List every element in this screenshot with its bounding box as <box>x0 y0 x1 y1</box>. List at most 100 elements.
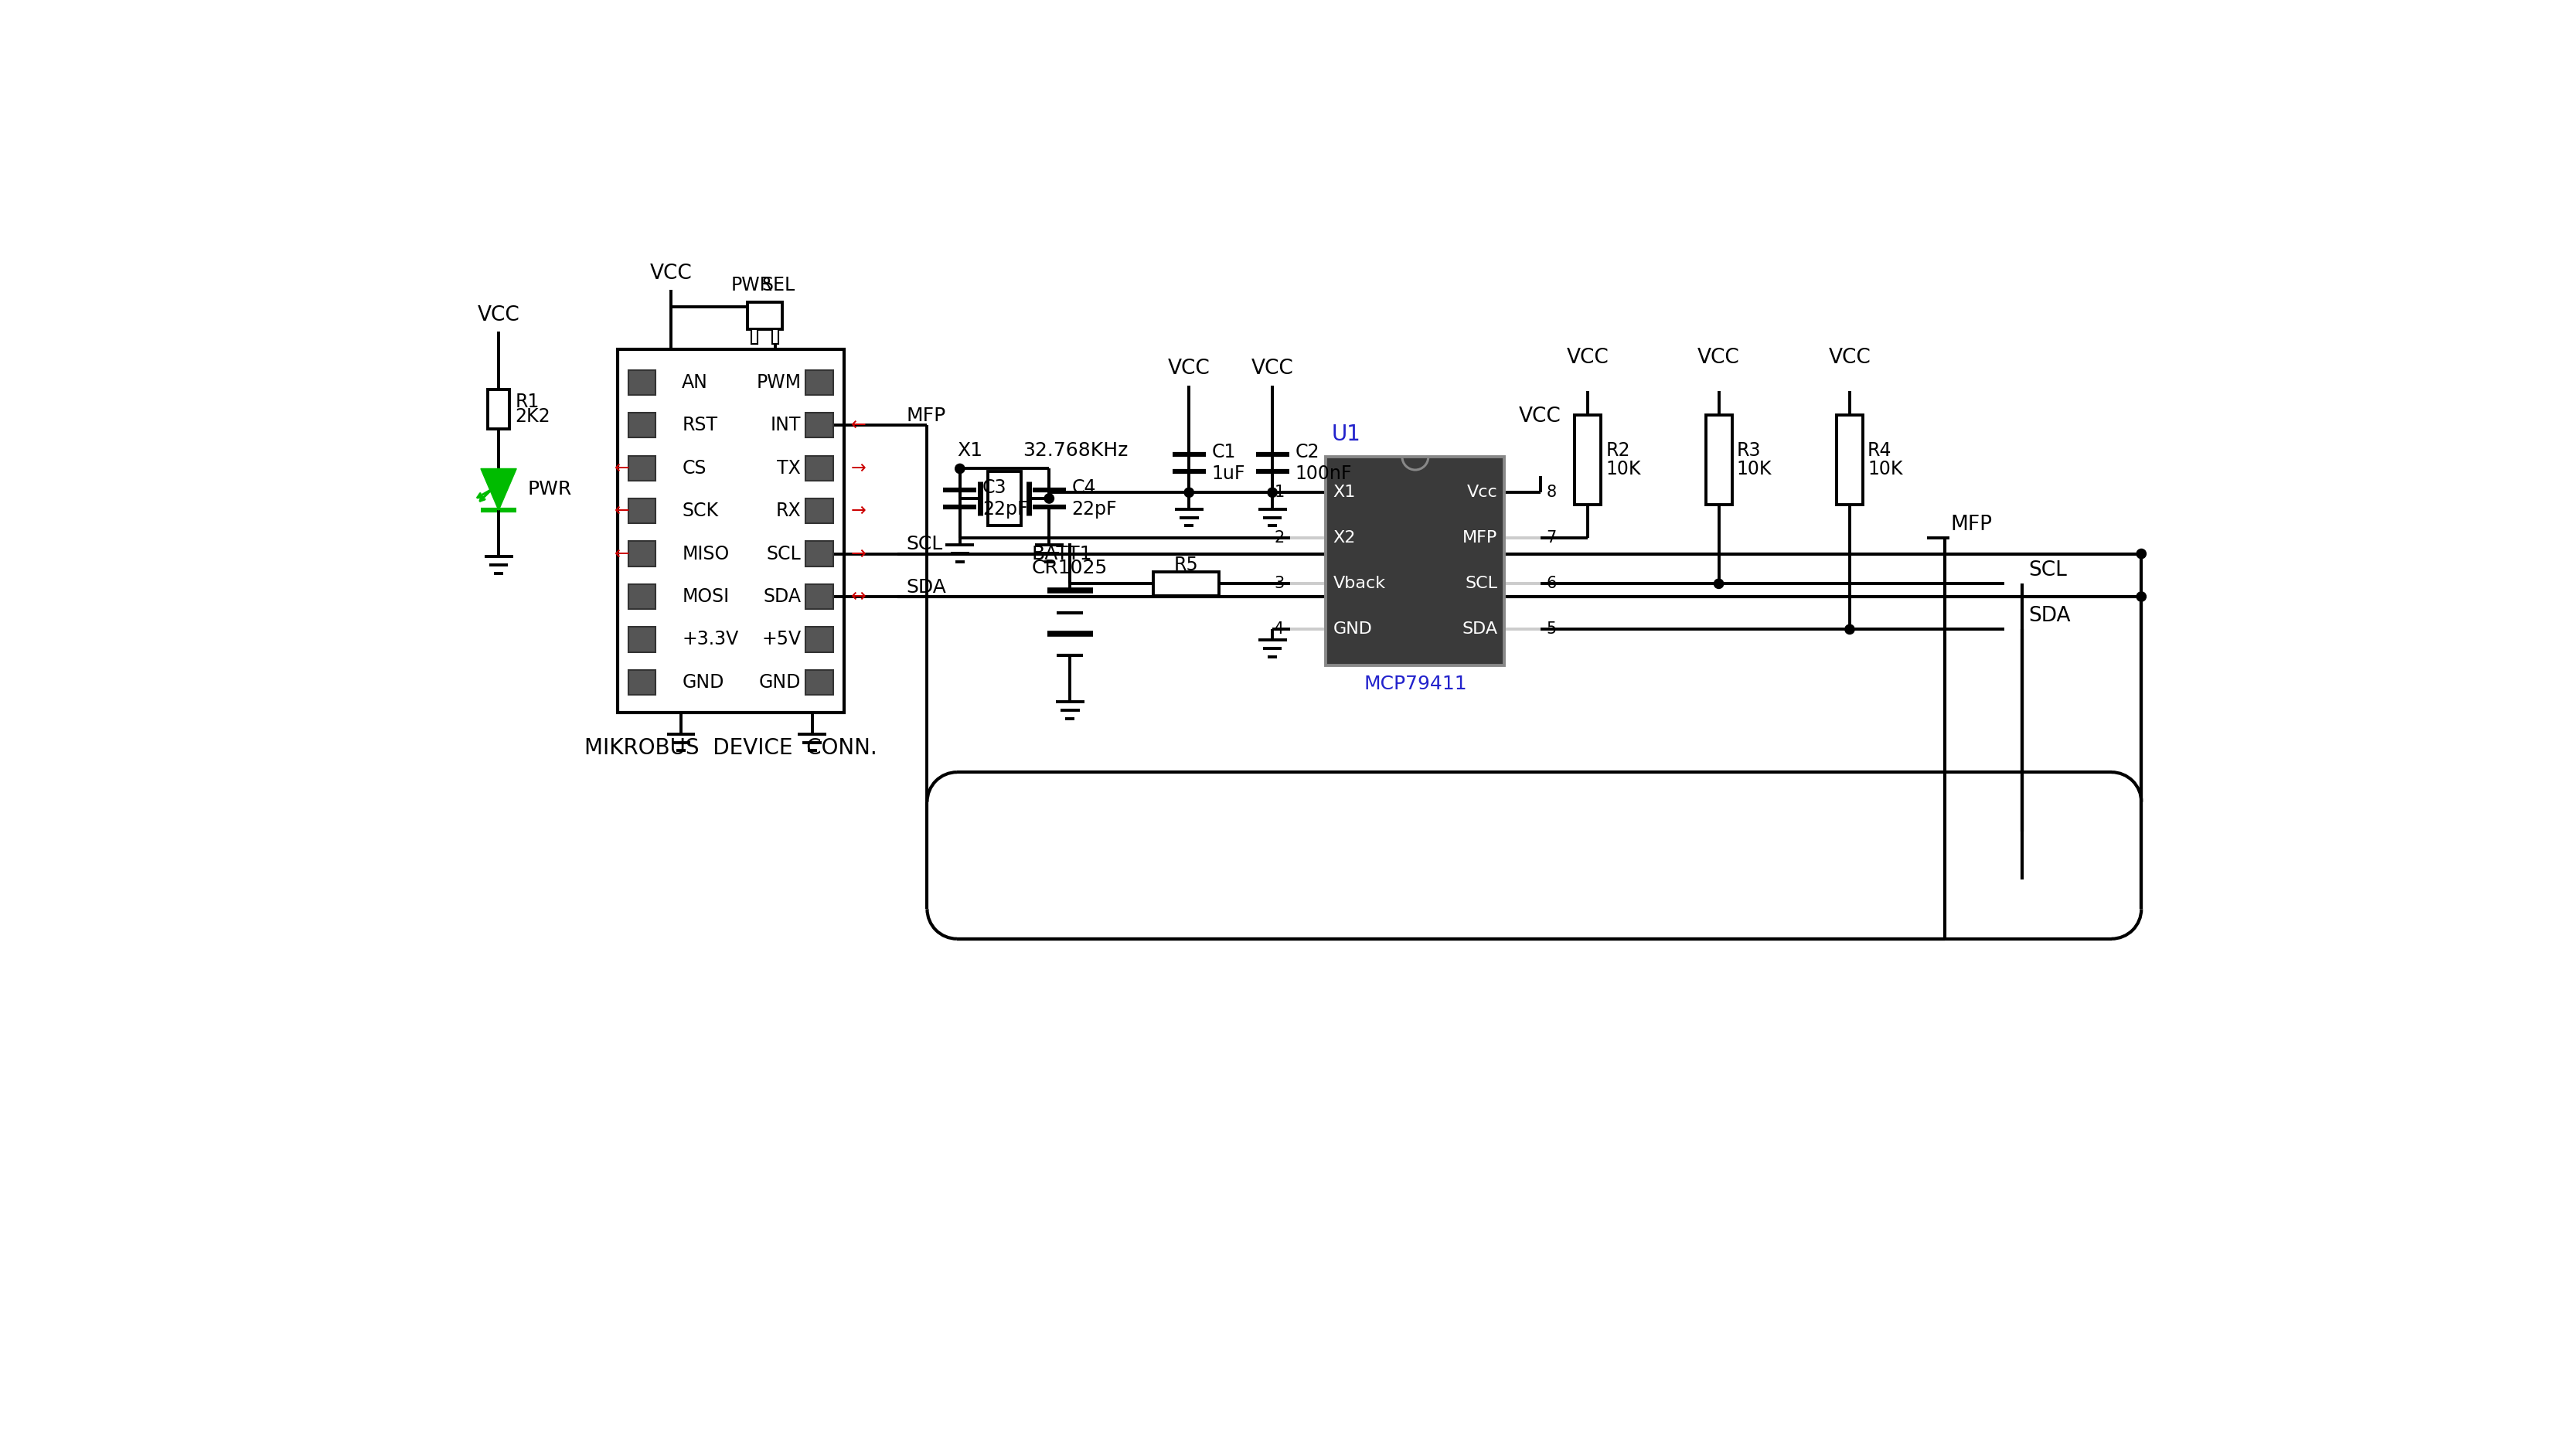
Bar <box>747 301 782 329</box>
Text: X1: X1 <box>956 441 982 460</box>
Circle shape <box>956 464 964 473</box>
Text: 5: 5 <box>1547 622 1557 638</box>
Bar <box>805 584 834 609</box>
Text: R1: R1 <box>517 393 540 412</box>
Bar <box>629 498 655 524</box>
Circle shape <box>1043 494 1053 504</box>
Text: SCL: SCL <box>1465 577 1498 591</box>
Bar <box>805 456 834 480</box>
Text: 32.768KHz: 32.768KHz <box>1023 441 1128 460</box>
Text: SCL: SCL <box>905 534 944 553</box>
Text: CS: CS <box>683 459 706 478</box>
Bar <box>987 472 1020 526</box>
Text: 10K: 10K <box>1606 460 1642 479</box>
Text: 10K: 10K <box>1736 460 1772 479</box>
Bar <box>805 412 834 438</box>
Text: VCC: VCC <box>1698 348 1739 368</box>
Polygon shape <box>481 469 517 511</box>
Bar <box>1836 415 1864 504</box>
Bar <box>1153 572 1220 596</box>
Text: ←: ← <box>614 545 629 563</box>
Text: 1uF: 1uF <box>1212 464 1245 483</box>
Text: X2: X2 <box>1332 530 1355 546</box>
Bar <box>629 370 655 395</box>
Text: PWM: PWM <box>757 373 800 392</box>
Text: R3: R3 <box>1736 441 1762 460</box>
Bar <box>805 542 834 566</box>
Circle shape <box>2138 593 2145 601</box>
Text: MFP: MFP <box>1463 530 1498 546</box>
Text: INT: INT <box>770 416 800 434</box>
Bar <box>488 390 509 430</box>
Text: PWR: PWR <box>527 480 570 499</box>
Text: SDA: SDA <box>1463 622 1498 638</box>
Text: GND: GND <box>1332 622 1373 638</box>
Text: AN: AN <box>683 373 708 392</box>
Bar <box>1575 415 1601 504</box>
Text: SCL: SCL <box>767 545 800 563</box>
Text: VCC: VCC <box>1567 348 1608 368</box>
Text: X1: X1 <box>1332 485 1355 501</box>
Text: 6: 6 <box>1547 577 1557 591</box>
Text: SDA: SDA <box>762 587 800 606</box>
Text: SCL: SCL <box>2028 561 2066 581</box>
Text: RST: RST <box>683 416 719 434</box>
Bar <box>629 542 655 566</box>
Circle shape <box>1846 625 1854 635</box>
Bar <box>629 584 655 609</box>
Circle shape <box>1713 579 1723 588</box>
Text: R4: R4 <box>1867 441 1892 460</box>
Text: RX: RX <box>775 502 800 520</box>
Text: 1: 1 <box>1273 485 1284 501</box>
Circle shape <box>1184 488 1194 498</box>
Text: VCC: VCC <box>1519 406 1562 427</box>
Text: 4: 4 <box>1273 622 1284 638</box>
Text: C3: C3 <box>982 479 1007 496</box>
Text: BATT1: BATT1 <box>1030 545 1092 563</box>
Bar <box>619 349 844 712</box>
Bar <box>805 498 834 524</box>
Text: SDA: SDA <box>2028 606 2071 626</box>
Text: 22pF: 22pF <box>1071 499 1117 518</box>
Bar <box>629 628 655 652</box>
Text: MFP: MFP <box>1951 515 1992 534</box>
Text: R5: R5 <box>1174 555 1199 574</box>
Text: ←: ← <box>614 502 629 520</box>
Bar <box>629 412 655 438</box>
Text: SDA: SDA <box>905 578 946 597</box>
Text: VCC: VCC <box>1250 358 1294 379</box>
Circle shape <box>2138 549 2145 559</box>
Text: R2: R2 <box>1606 441 1629 460</box>
Text: 7: 7 <box>1547 530 1557 546</box>
Text: +5V: +5V <box>762 630 800 649</box>
Text: ←: ← <box>851 416 867 434</box>
Text: C1: C1 <box>1212 443 1235 462</box>
Text: +3.3V: +3.3V <box>683 630 739 649</box>
Text: 2: 2 <box>1273 530 1284 546</box>
Text: 10K: 10K <box>1867 460 1902 479</box>
Text: 8: 8 <box>1547 485 1557 501</box>
Text: ↔: ↔ <box>851 587 867 606</box>
Text: VCC: VCC <box>1828 348 1872 368</box>
Text: 3: 3 <box>1273 577 1284 591</box>
Text: MFP: MFP <box>905 406 946 425</box>
Text: MISO: MISO <box>683 545 729 563</box>
Text: →: → <box>851 545 867 563</box>
Bar <box>805 370 834 395</box>
Text: ←: ← <box>614 459 629 478</box>
Text: PWR: PWR <box>731 277 772 294</box>
Text: Vback: Vback <box>1332 577 1386 591</box>
Text: GND: GND <box>759 673 800 692</box>
Text: SEL: SEL <box>762 277 795 294</box>
Text: C4: C4 <box>1071 479 1097 496</box>
Text: GND: GND <box>683 673 724 692</box>
Text: VCC: VCC <box>649 264 693 284</box>
Text: 22pF: 22pF <box>982 499 1028 518</box>
Bar <box>805 628 834 652</box>
Text: CR1025: CR1025 <box>1030 559 1107 578</box>
Text: SCK: SCK <box>683 502 719 520</box>
Bar <box>629 670 655 695</box>
Text: U1: U1 <box>1332 424 1360 446</box>
Text: VCC: VCC <box>478 306 519 325</box>
Bar <box>1327 457 1504 665</box>
